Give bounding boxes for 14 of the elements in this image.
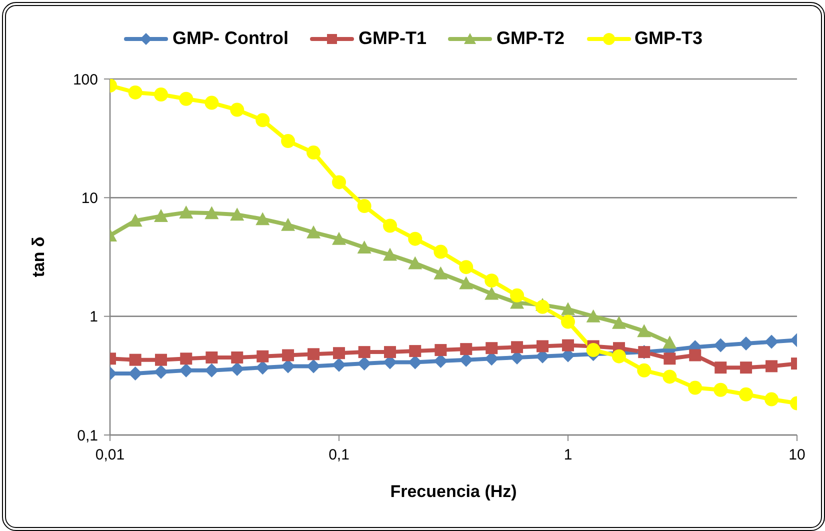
x-axis-title: Frecuencia (Hz) bbox=[390, 482, 517, 501]
y-tick-label: 10 bbox=[81, 190, 98, 207]
x-tick-label: 1 bbox=[564, 446, 572, 464]
legend-label: GMP-T2 bbox=[496, 28, 564, 49]
y-tick-label: 1 bbox=[90, 308, 98, 326]
x-tick-label: 0,01 bbox=[95, 446, 125, 464]
x-tick-label: 10 bbox=[788, 446, 806, 464]
y-tick-label: 100 bbox=[72, 71, 98, 88]
y-tick-label: 0,1 bbox=[77, 427, 98, 444]
x-tick-label: 0,1 bbox=[328, 446, 350, 464]
legend-label: GMP-T1 bbox=[358, 28, 426, 49]
legend-label: GMP-T3 bbox=[634, 28, 703, 49]
legend-label: GMP- Control bbox=[172, 28, 288, 49]
y-axis-title: tan δ bbox=[29, 236, 48, 278]
